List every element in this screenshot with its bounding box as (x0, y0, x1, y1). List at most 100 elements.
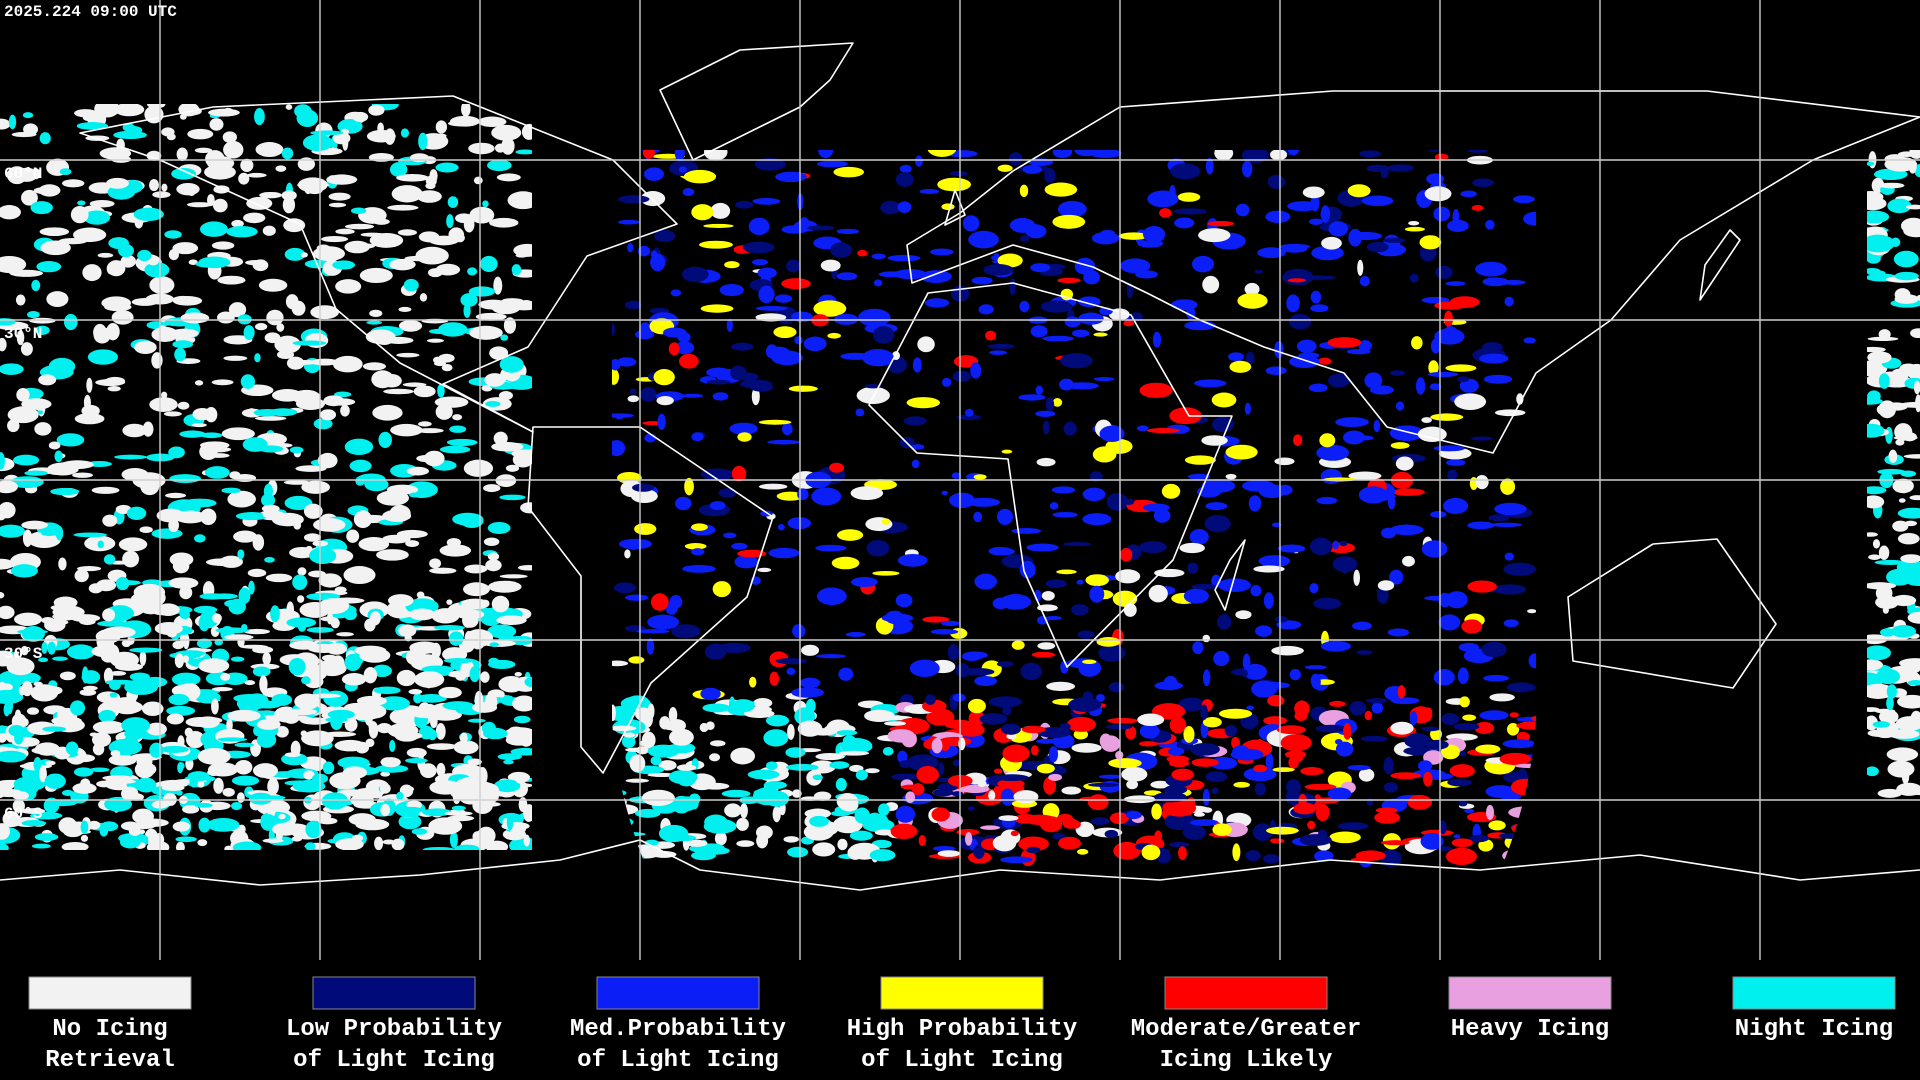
retrieval-blob (362, 362, 387, 371)
retrieval-blob (114, 104, 145, 117)
retrieval-blob (380, 803, 391, 817)
retrieval-blob (297, 177, 328, 193)
retrieval-blob (941, 203, 955, 211)
retrieval-blob (1377, 586, 1389, 605)
retrieval-blob (1161, 483, 1181, 499)
retrieval-blob (396, 173, 429, 182)
retrieval-blob (380, 771, 391, 777)
retrieval-blob (1089, 471, 1103, 483)
retrieval-blob (29, 811, 63, 820)
retrieval-blob (890, 823, 918, 840)
retrieval-blob (730, 747, 756, 765)
retrieval-blob (1390, 721, 1414, 735)
south-america-coast (527, 426, 774, 774)
retrieval-blob (107, 260, 126, 277)
graticule (0, 0, 1920, 960)
retrieval-blob (1105, 724, 1133, 730)
retrieval-blob (520, 300, 532, 305)
retrieval-blob (194, 534, 206, 543)
retrieval-blob (269, 771, 302, 778)
retrieval-blob (942, 377, 952, 387)
retrieval-blob (266, 309, 284, 326)
retrieval-blob (24, 470, 48, 476)
retrieval-blob (1030, 325, 1048, 338)
retrieval-blob (1483, 674, 1509, 682)
retrieval-blob (1121, 766, 1148, 782)
retrieval-blob (503, 759, 514, 765)
retrieval-blob (1321, 236, 1342, 250)
retrieval-blob (723, 532, 737, 539)
retrieval-blob (650, 755, 662, 766)
retrieval-blob (882, 746, 894, 756)
retrieval-blob (485, 840, 509, 850)
retrieval-blob (296, 595, 305, 603)
retrieval-blob (918, 835, 927, 847)
retrieval-blob (644, 167, 665, 181)
retrieval-blob (122, 423, 147, 438)
retrieval-blob (451, 805, 466, 811)
retrieval-blob (880, 200, 901, 215)
retrieval-blob (1013, 790, 1039, 804)
retrieval-blob (791, 789, 802, 798)
retrieval-blob (387, 204, 419, 211)
retrieval-blob (763, 781, 787, 790)
retrieval-blob (427, 729, 438, 741)
retrieval-blob (1019, 300, 1030, 313)
retrieval-blob (475, 312, 507, 321)
retrieval-blob (365, 738, 375, 748)
retrieval-blob (260, 814, 277, 831)
retrieval-blob (1867, 486, 1887, 495)
retrieval-blob (340, 404, 350, 417)
retrieval-blob (284, 752, 301, 758)
retrieval-blob (1065, 382, 1099, 390)
retrieval-blob (344, 223, 375, 230)
retrieval-blob (1271, 522, 1282, 528)
retrieval-blob (1020, 235, 1030, 243)
retrieval-blob (1043, 776, 1057, 795)
retrieval-blob (242, 437, 268, 452)
retrieval-blob (30, 201, 53, 215)
retrieval-blob (667, 719, 686, 733)
legend-label: of Light Icing (861, 1047, 1063, 1074)
retrieval-blob (254, 416, 287, 421)
retrieval-blob (368, 104, 385, 116)
retrieval-blob (97, 540, 104, 549)
retrieval-blob (20, 342, 33, 356)
retrieval-blob (383, 388, 414, 395)
retrieval-blob (1874, 559, 1907, 565)
retrieval-blob (433, 625, 466, 631)
retrieval-blob (196, 638, 213, 649)
retrieval-blob (206, 193, 215, 207)
retrieval-blob (26, 707, 40, 715)
retrieval-blob (618, 219, 640, 225)
retrieval-blob (1044, 168, 1056, 183)
retrieval-blob (237, 549, 245, 560)
retrieval-blob (1177, 192, 1201, 202)
retrieval-blob (337, 756, 370, 769)
retrieval-blob (507, 191, 532, 210)
retrieval-blob (128, 826, 142, 836)
retrieval-blob (287, 708, 318, 716)
retrieval-blob (773, 326, 797, 339)
retrieval-blob (1364, 372, 1383, 389)
retrieval-blob (1459, 696, 1470, 708)
retrieval-blob (775, 658, 807, 665)
retrieval-blob (437, 383, 445, 398)
retrieval-blob (1454, 393, 1487, 410)
retrieval-blob (1909, 495, 1920, 501)
retrieval-blob (1286, 294, 1300, 313)
retrieval-blob (748, 217, 770, 236)
retrieval-blob (616, 357, 637, 367)
retrieval-blob (1430, 413, 1464, 421)
retrieval-blob (758, 285, 775, 304)
retrieval-blob (98, 709, 116, 723)
retrieval-blob (1174, 217, 1195, 229)
retrieval-blob (73, 532, 108, 538)
retrieval-blob (187, 202, 212, 208)
retrieval-blob (425, 175, 437, 187)
retrieval-blob (924, 298, 950, 308)
retrieval-blob (1908, 159, 1917, 174)
retrieval-blob (151, 528, 183, 539)
retrieval-blob (1213, 650, 1230, 667)
retrieval-blob (58, 557, 67, 571)
